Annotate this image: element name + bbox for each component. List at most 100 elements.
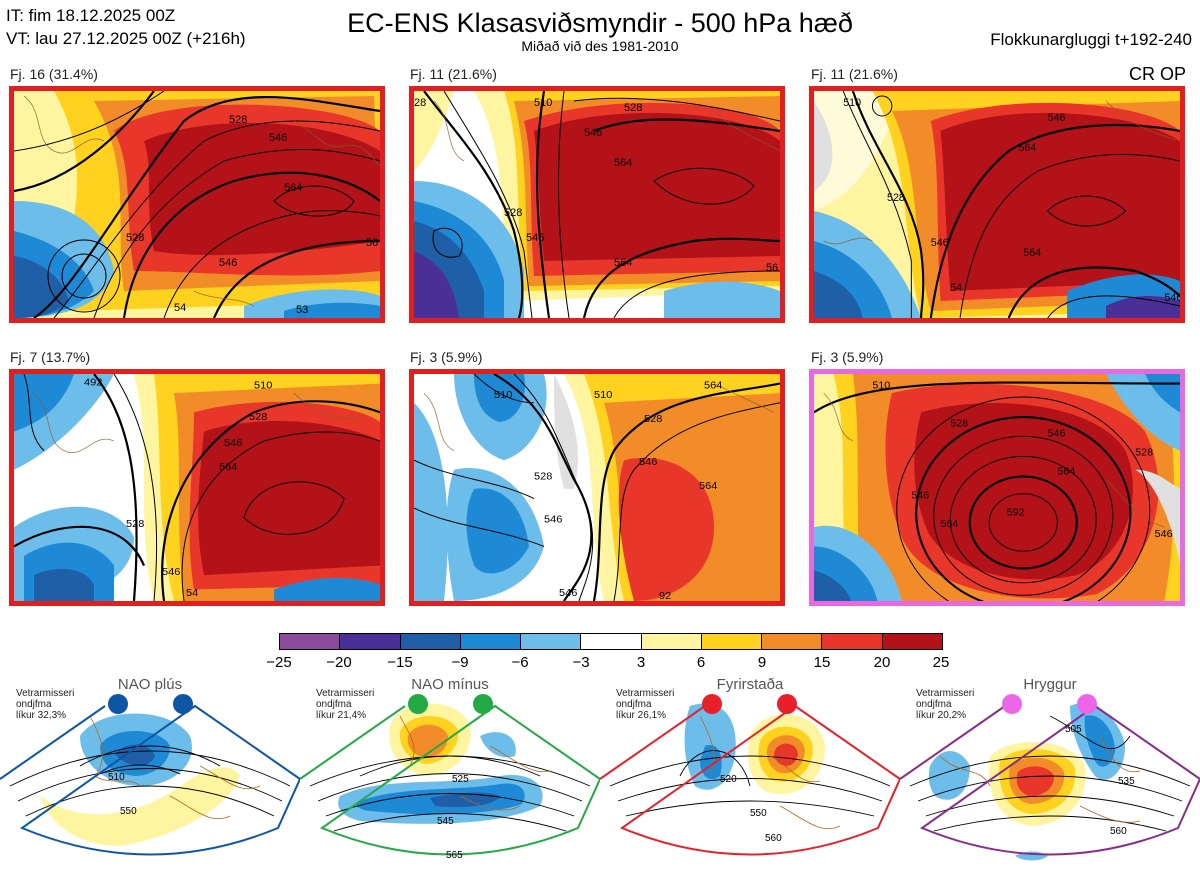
- contour-label: 545: [437, 816, 454, 827]
- panel-label-2: Fj. 11 (21.6%): [410, 66, 497, 82]
- contour-label: 528: [534, 471, 552, 483]
- contour-label: 492: [84, 377, 102, 389]
- page-title: EC-ENS Klasasviðsmyndir - 500 hPa hæð: [347, 8, 853, 38]
- colorbar-swatch: [460, 634, 522, 649]
- regime-note: Vetrarmisseri ondjfma líkur 21,4%: [316, 688, 375, 721]
- panel-label-1: Fj. 16 (31.4%): [10, 66, 98, 82]
- contour-label: 505: [1065, 724, 1082, 735]
- colorbar-tick: 9: [757, 654, 767, 671]
- contour-label: 528: [950, 418, 968, 430]
- panel-label-3: Fj. 11 (21.6%): [811, 66, 898, 82]
- cluster-map-6[interactable]: 510 528 546 564 592 546 564 528 546: [809, 369, 1185, 606]
- panel-label-4: Fj. 7 (13.7%): [10, 349, 91, 365]
- colorbar-swatch: [521, 634, 582, 649]
- panel-label-5: Fj. 3 (5.9%): [410, 349, 483, 365]
- colorbar-swatch: [340, 634, 401, 649]
- contour-label: 564: [699, 480, 717, 492]
- contour-label: 564: [1023, 247, 1041, 259]
- regime-title: Fyrirstaða: [716, 676, 784, 693]
- colorbar-swatch: [822, 634, 883, 649]
- contour-label: 528: [644, 413, 662, 425]
- colorbar-tick: −3: [572, 654, 590, 671]
- page-subtitle: Miðað við des 1981-2010: [521, 38, 679, 54]
- contour-label: 510: [108, 772, 125, 783]
- contour-label: 510: [534, 97, 552, 109]
- contour-label: 546: [1048, 427, 1066, 439]
- contour-label: 546: [224, 437, 242, 449]
- contour-label: 564: [219, 461, 237, 473]
- contour-label: 546: [1048, 112, 1066, 124]
- contour-label: 546: [219, 257, 237, 269]
- contour-label: 92: [659, 590, 671, 601]
- colorbar-swatch: [701, 634, 763, 649]
- cluster-map-5[interactable]: 510 528 546 564 510 528 546 546 564 92: [409, 369, 785, 606]
- contour-label: 546: [269, 132, 287, 144]
- regime-ridge[interactable]: 505 535 560 Hryggur Vetrarmisseri ondjfm…: [900, 676, 1200, 871]
- contour-label: 510: [872, 379, 890, 391]
- contour-label: 560: [765, 833, 782, 844]
- colorbar-tick: −15: [387, 654, 413, 671]
- colorbar: [279, 633, 943, 650]
- contour-label: 528: [126, 518, 144, 530]
- contour-label: 510: [494, 389, 512, 401]
- contour-label: 510: [254, 380, 272, 392]
- contour-label: 528: [249, 411, 267, 423]
- contour-label: 564: [1018, 142, 1036, 154]
- contour-label: 28: [414, 97, 426, 109]
- regime-title: NAO plús: [117, 676, 183, 693]
- regime-nao-minus[interactable]: 525 545 565 NAO mínus Vetrarmisseri ondj…: [300, 676, 600, 871]
- contour-label: 546: [162, 566, 180, 578]
- contour-label: 528: [126, 232, 144, 244]
- cluster-map-3[interactable]: 546 564 528 546 564 54 546 510: [809, 86, 1185, 323]
- contour-label: 546: [544, 514, 562, 526]
- contour-label: 528: [1135, 446, 1153, 458]
- regime-title: NAO mínus: [411, 676, 489, 693]
- colorbar-swatch: [581, 634, 642, 649]
- regime-note: Vetrarmisseri ondjfma líkur 26,1%: [616, 688, 675, 721]
- contour-label: 546: [639, 456, 657, 468]
- crop-label: CR OP: [1128, 64, 1186, 84]
- contour-label: 560: [1110, 826, 1127, 837]
- contour-label: 564: [284, 182, 302, 194]
- contour-label: 54: [186, 587, 198, 599]
- contour-label: 564: [614, 257, 632, 269]
- contour-label: 564: [614, 157, 632, 169]
- contour-label: 510: [843, 97, 861, 109]
- contour-label: 54: [950, 282, 962, 294]
- contour-label: 520: [720, 774, 737, 785]
- regime-nao-plus[interactable]: 510 550 NAO plús Vetrarmisseri ondjfma l…: [0, 676, 300, 871]
- colorbar-swatch: [882, 634, 942, 649]
- contour-label: 546: [911, 490, 929, 502]
- colorbar-tick: −6: [511, 654, 529, 671]
- contour-label: 528: [624, 102, 642, 114]
- cluster-map-1[interactable]: 528 546 564 528 546 56 54 53: [9, 86, 385, 323]
- colorbar-swatch: [762, 634, 823, 649]
- colorbar-tick: −9: [451, 654, 469, 671]
- colorbar-tick: 25: [932, 654, 950, 671]
- contour-label: 528: [504, 207, 522, 219]
- cluster-map-2[interactable]: 510 528 546 564 546 528 564 56 28: [409, 86, 785, 323]
- regime-title: Hryggur: [1023, 676, 1077, 693]
- issue-time: IT: fim 18.12.2025 00Z: [6, 6, 176, 25]
- contour-label: 510: [594, 389, 612, 401]
- regime-note: Vetrarmisseri ondjfma líkur 20,2%: [916, 688, 975, 721]
- regime-blocking[interactable]: 520 550 560 Fyrirstaða Vetrarmisseri ond…: [600, 676, 900, 871]
- colorbar-swatch: [280, 634, 341, 649]
- contour-label: 564: [704, 380, 722, 392]
- colorbar-tick: 3: [636, 654, 646, 671]
- contour-label: 546: [559, 587, 577, 599]
- contour-label: 546: [584, 127, 602, 139]
- classification-window: Flokkunargluggi t+192-240: [990, 30, 1192, 49]
- cluster-map-4[interactable]: 510 528 546 564 528 546 54 492: [9, 369, 385, 606]
- contour-label: 54: [174, 302, 186, 314]
- valid-time: VT: lau 27.12.2025 00Z (+216h): [6, 29, 246, 48]
- contour-label: 550: [120, 806, 137, 817]
- contour-label: 525: [452, 774, 469, 785]
- contour-label: 550: [750, 808, 767, 819]
- contour-label: 528: [229, 114, 247, 126]
- contour-label: 56: [366, 237, 378, 249]
- contour-label: 53: [296, 304, 308, 316]
- colorbar-tick: 15: [813, 654, 831, 671]
- contour-label: 535: [1118, 776, 1135, 787]
- regime-note: Vetrarmisseri ondjfma líkur 32,3%: [16, 688, 75, 721]
